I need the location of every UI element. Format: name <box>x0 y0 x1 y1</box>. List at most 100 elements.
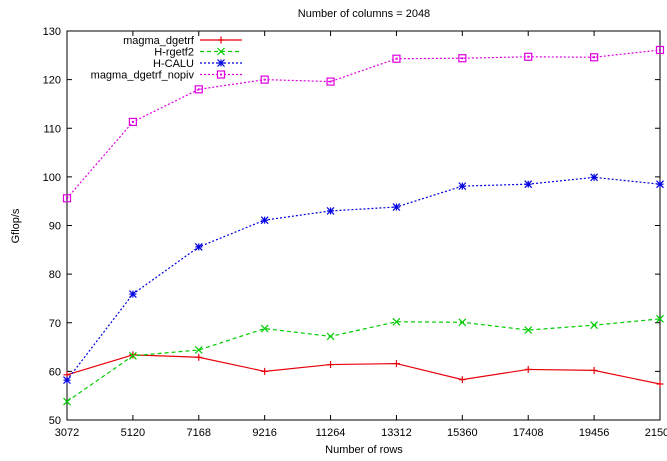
series-line-h-rgetf2 <box>66 318 661 403</box>
data-point-magma-dgetrf-nopiv <box>392 54 401 63</box>
marker-stroke <box>458 54 467 63</box>
data-point-magma-dgetrf <box>195 353 203 361</box>
data-point-h-rgetf2 <box>524 326 533 334</box>
marker-stroke <box>590 321 599 330</box>
series-line-h-calu <box>66 176 661 381</box>
y-tick-label: 80 <box>49 269 61 281</box>
x-tick-label: 3072 <box>55 427 79 439</box>
marker-stroke <box>194 346 203 354</box>
marker-dot <box>593 56 596 59</box>
data-point-magma-dgetrf-nopiv <box>128 117 137 127</box>
data-point-magma-dgetrf <box>392 360 400 368</box>
x-tick-label: 15360 <box>447 427 478 439</box>
data-point-magma-dgetrf <box>656 380 664 388</box>
marker-stroke <box>326 206 335 215</box>
data-point-magma-dgetrf <box>458 376 466 384</box>
data-point-h-calu <box>524 180 533 189</box>
data-point-h-rgetf2 <box>63 397 71 406</box>
marker-stroke <box>656 314 664 323</box>
marker-stroke <box>63 397 71 406</box>
data-point-magma-dgetrf <box>590 366 598 374</box>
data-point-h-rgetf2 <box>458 318 467 327</box>
data-point-magma-dgetrf-nopiv <box>590 53 599 62</box>
y-tick-label: 90 <box>49 221 61 233</box>
data-point-h-rgetf2 <box>260 324 269 333</box>
legend-marker-h-rgetf2 <box>217 47 225 56</box>
x-tick-label: 11264 <box>316 427 346 439</box>
marker-dot <box>461 57 464 60</box>
x-tick-label: 9216 <box>252 427 276 439</box>
data-point-h-rgetf2 <box>326 332 335 341</box>
marker-stroke <box>217 59 225 67</box>
y-tick-label: 110 <box>43 123 61 135</box>
marker-dot <box>395 57 398 60</box>
legend-label-magma-dgetrf-nopiv: magma_dgetrf_nopiv <box>91 70 195 82</box>
marker-dot <box>131 120 134 123</box>
series-lines <box>62 45 665 406</box>
data-point-h-rgetf2 <box>590 321 599 330</box>
legend-label-magma-dgetrf: magma_dgetrf <box>123 35 195 47</box>
marker-stroke <box>326 332 335 341</box>
marker-stroke <box>260 75 269 84</box>
plot-area <box>66 30 661 421</box>
y-tick-label: 50 <box>49 415 61 427</box>
data-point-magma-dgetrf-nopiv <box>194 85 203 94</box>
marker-dot <box>329 80 332 83</box>
legend-marker-h-calu <box>217 59 225 67</box>
legend-marker-magma-dgetrf <box>217 36 225 44</box>
marker-stroke <box>260 324 269 333</box>
data-point-h-calu <box>194 242 203 251</box>
data-point-magma-dgetrf-nopiv <box>62 194 72 203</box>
data-point-h-rgetf2 <box>194 346 203 354</box>
data-point-magma-dgetrf-nopiv <box>458 54 467 63</box>
marker-stroke <box>217 47 225 56</box>
marker-dot <box>527 55 530 58</box>
y-tick-label: 100 <box>43 172 61 184</box>
series-line-magma-dgetrf-nopiv <box>66 49 661 199</box>
x-tick-label: 21504 <box>645 427 667 439</box>
marker-stroke <box>128 117 137 127</box>
x-tick-label: 5120 <box>121 427 145 439</box>
series-line-magma-dgetrf <box>66 354 661 385</box>
data-point-magma-dgetrf <box>261 367 269 375</box>
data-point-magma-dgetrf-nopiv <box>524 52 533 61</box>
marker-stroke <box>216 70 226 79</box>
legend-label-h-calu: H-CALU <box>153 58 194 70</box>
marker-stroke <box>63 376 71 385</box>
x-tick-label: 19456 <box>579 427 610 439</box>
x-tick-label: 13312 <box>381 427 412 439</box>
y-axis-label: Gflop/s <box>10 208 22 243</box>
axis-ticks: 50 60 70 80 90 100 110 120 130 3072 5120 7168 9216 11… <box>43 26 667 439</box>
data-point-magma-dgetrf-nopiv <box>260 75 269 84</box>
data-point-h-calu <box>458 182 467 191</box>
y-tick-label: 60 <box>49 366 61 378</box>
marker-stroke <box>524 180 533 189</box>
data-point-h-calu <box>590 173 599 182</box>
data-point-magma-dgetrf <box>524 365 532 373</box>
plot-border <box>66 30 661 421</box>
chart-title: Number of columns = 2048 <box>298 8 430 20</box>
x-tick-label: 17408 <box>513 427 544 439</box>
marker-stroke <box>62 194 72 203</box>
marker-stroke <box>524 52 533 61</box>
marker-dot <box>659 48 661 51</box>
marker-stroke <box>392 203 401 211</box>
marker-stroke <box>458 182 467 191</box>
marker-stroke <box>194 242 203 251</box>
data-point-magma-dgetrf <box>327 361 335 369</box>
y-tick-label: 120 <box>43 75 61 87</box>
marker-stroke <box>524 326 533 334</box>
data-point-h-calu <box>128 290 137 298</box>
legend: magma_dgetrfH-rgetf2H-CALUmagma_dgetrf_n… <box>91 35 242 82</box>
marker-stroke <box>326 77 335 86</box>
data-point-h-calu <box>63 376 71 385</box>
data-point-h-rgetf2 <box>128 351 137 360</box>
data-point-h-calu <box>326 206 335 215</box>
data-point-h-rgetf2 <box>656 314 664 323</box>
data-point-h-rgetf2 <box>392 317 401 326</box>
data-point-h-calu <box>260 216 269 225</box>
marker-stroke <box>655 45 665 55</box>
data-point-h-calu <box>392 203 401 211</box>
marker-stroke <box>128 290 137 298</box>
